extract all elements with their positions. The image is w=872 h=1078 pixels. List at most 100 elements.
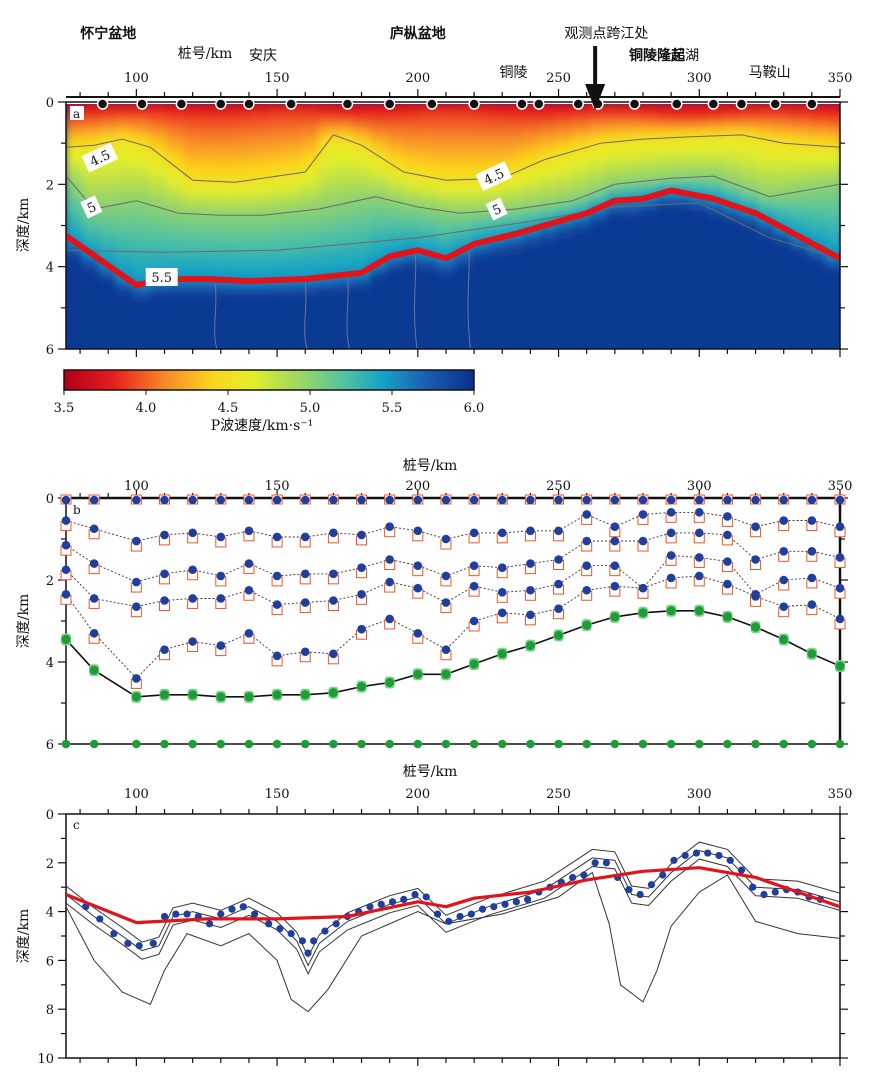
velocity-cell	[791, 126, 811, 133]
velocity-cell	[99, 160, 118, 168]
velocity-cell	[521, 229, 540, 237]
velocity-cell	[200, 284, 219, 291]
velocity-cell	[774, 165, 794, 173]
inversion-point	[490, 903, 498, 911]
velocity-cell	[116, 229, 135, 237]
velocity-cell	[740, 102, 760, 108]
velocity-cell	[724, 190, 743, 197]
velocity-cell	[217, 294, 236, 301]
velocity-cell	[217, 106, 236, 113]
velocity-cell	[555, 145, 574, 153]
velocity-cell	[453, 155, 473, 163]
a-xtick-label: 300	[687, 71, 712, 86]
velocity-cell	[200, 141, 219, 148]
velocity-cell	[301, 155, 321, 163]
velocity-cell	[82, 102, 101, 108]
velocity-cell	[420, 254, 439, 262]
velocity-node	[554, 579, 563, 589]
x-axis-ticks-c: 100 150 200 250 300 350	[79, 787, 852, 1066]
velocity-cell	[504, 136, 523, 143]
velocity-node	[441, 495, 451, 505]
velocity-cell	[808, 170, 827, 178]
velocity-cell	[318, 106, 338, 113]
velocity-node	[666, 573, 676, 583]
velocity-cell	[318, 116, 338, 123]
velocity-cell	[673, 165, 692, 173]
basement-node	[244, 692, 254, 702]
velocity-cell	[301, 106, 321, 113]
velocity-cell	[622, 190, 642, 197]
velocity-cell	[335, 180, 355, 187]
velocity-cell	[825, 264, 840, 271]
velocity-cell	[470, 200, 490, 207]
velocity-node	[132, 674, 141, 683]
velocity-cell	[183, 264, 203, 271]
velocity-cell	[66, 229, 84, 237]
velocity-cell	[82, 121, 101, 128]
inversion-point	[580, 871, 588, 879]
velocity-cell	[825, 145, 840, 153]
velocity-cell	[808, 136, 827, 143]
velocity-cell	[420, 229, 439, 237]
velocity-cell	[774, 175, 794, 183]
velocity-cell	[757, 131, 777, 138]
velocity-cell	[183, 205, 203, 212]
inversion-point	[523, 895, 532, 904]
velocity-cell	[437, 121, 456, 128]
velocity-node	[469, 581, 479, 591]
velocity-cell	[622, 121, 642, 128]
velocity-cell	[403, 160, 422, 168]
velocity-cell	[251, 102, 270, 108]
velocity-cell	[183, 141, 203, 148]
velocity-cell	[200, 289, 219, 296]
velocity-cell	[133, 249, 152, 257]
velocity-cell	[318, 234, 338, 242]
velocity-cell	[690, 145, 709, 153]
velocity-cell	[808, 150, 827, 158]
velocity-cell	[453, 220, 473, 227]
velocity-cell	[403, 180, 422, 187]
velocity-cell	[504, 126, 523, 133]
velocity-cell	[538, 195, 557, 202]
bottom-node	[188, 739, 197, 749]
velocity-cell	[673, 131, 692, 138]
velocity-cell	[217, 220, 236, 227]
velocity-cell	[133, 121, 152, 128]
velocity-cell	[200, 121, 219, 128]
velocity-cell	[217, 136, 236, 143]
basement-node	[216, 692, 226, 702]
velocity-node	[160, 569, 169, 579]
velocity-cell	[234, 155, 253, 163]
inversion-point	[160, 912, 169, 921]
velocity-cell	[420, 126, 439, 133]
velocity-cell	[99, 279, 118, 286]
velocity-cell	[437, 111, 456, 118]
colorbar-tick-label: 5.5	[382, 401, 403, 416]
velocity-node	[385, 522, 394, 531]
velocity-node	[244, 629, 254, 638]
velocity-cell	[420, 155, 439, 163]
velocity-cell	[808, 145, 827, 153]
velocity-cell	[116, 126, 135, 133]
velocity-cell	[386, 106, 405, 113]
velocity-cell	[555, 111, 574, 118]
velocity-node	[160, 596, 169, 605]
velocity-cell	[200, 249, 219, 257]
velocity-cell	[318, 225, 338, 232]
velocity-cell	[268, 185, 287, 192]
velocity-cell	[572, 180, 591, 187]
velocity-cell	[470, 106, 490, 113]
velocity-cell	[825, 210, 840, 217]
velocity-cell	[268, 249, 287, 257]
velocity-cell	[335, 106, 355, 113]
station-marker	[533, 98, 545, 110]
velocity-cell	[234, 220, 253, 227]
velocity-cell	[453, 160, 473, 168]
velocity-cell	[217, 244, 236, 252]
inversion-point	[602, 859, 610, 867]
velocity-node	[807, 573, 817, 583]
velocity-cell	[453, 180, 473, 187]
velocity-cell	[538, 111, 557, 118]
velocity-cell	[217, 239, 236, 247]
